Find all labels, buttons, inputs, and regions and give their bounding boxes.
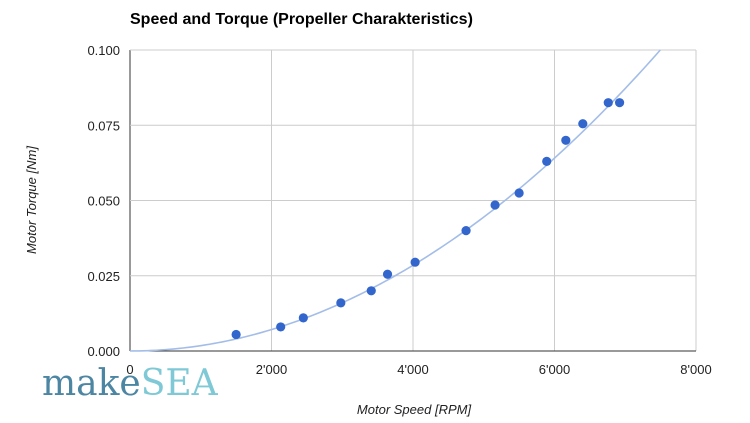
y-tick-label: 0.050 bbox=[87, 194, 120, 209]
logo-sea: SEA bbox=[141, 363, 219, 404]
data-point bbox=[561, 135, 571, 145]
grid bbox=[129, 49, 697, 352]
y-tick-label: 0.000 bbox=[87, 344, 120, 359]
data-point bbox=[231, 329, 241, 340]
data-point bbox=[514, 188, 524, 198]
data-point bbox=[614, 98, 625, 108]
data-point bbox=[490, 200, 500, 210]
x-tick-label: 0 bbox=[126, 362, 133, 377]
data-point bbox=[542, 156, 552, 166]
data-point bbox=[461, 226, 471, 236]
data-point bbox=[276, 322, 286, 332]
y-tick-label: 0.075 bbox=[87, 118, 120, 133]
x-tick-label: 8'000 bbox=[680, 362, 711, 377]
data-point bbox=[578, 119, 588, 129]
trendline bbox=[129, 49, 661, 352]
y-tick-label: 0.100 bbox=[87, 43, 120, 58]
x-axis-label: Motor Speed [RPM] bbox=[357, 402, 472, 417]
y-axis-label: Motor Torque [Nm] bbox=[24, 146, 39, 254]
x-tick-label: 6'000 bbox=[539, 362, 570, 377]
data-point bbox=[298, 313, 308, 323]
y-tick-label: 0.025 bbox=[87, 269, 120, 284]
data-points bbox=[231, 98, 625, 340]
logo-make: make bbox=[42, 363, 141, 404]
data-point bbox=[410, 257, 420, 267]
data-point bbox=[336, 298, 346, 308]
x-tick-labels: 0 2'000 4'000 6'000 8'000 bbox=[126, 362, 711, 377]
data-point bbox=[366, 286, 376, 296]
data-point bbox=[603, 98, 613, 108]
chart-title: Speed and Torque (Propeller Charakterist… bbox=[130, 11, 473, 28]
x-tick-label: 4'000 bbox=[397, 362, 428, 377]
x-tick-label: 2'000 bbox=[256, 362, 287, 377]
logo: makeSEA bbox=[42, 363, 219, 404]
y-tick-labels: 0.000 0.025 0.050 0.075 0.100 bbox=[87, 43, 120, 359]
data-point bbox=[382, 269, 393, 279]
